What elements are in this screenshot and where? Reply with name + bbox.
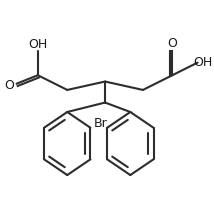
Text: OH: OH xyxy=(28,38,48,51)
Text: OH: OH xyxy=(193,56,213,69)
Text: Br: Br xyxy=(94,117,108,130)
Text: O: O xyxy=(4,79,14,92)
Text: O: O xyxy=(167,37,177,50)
